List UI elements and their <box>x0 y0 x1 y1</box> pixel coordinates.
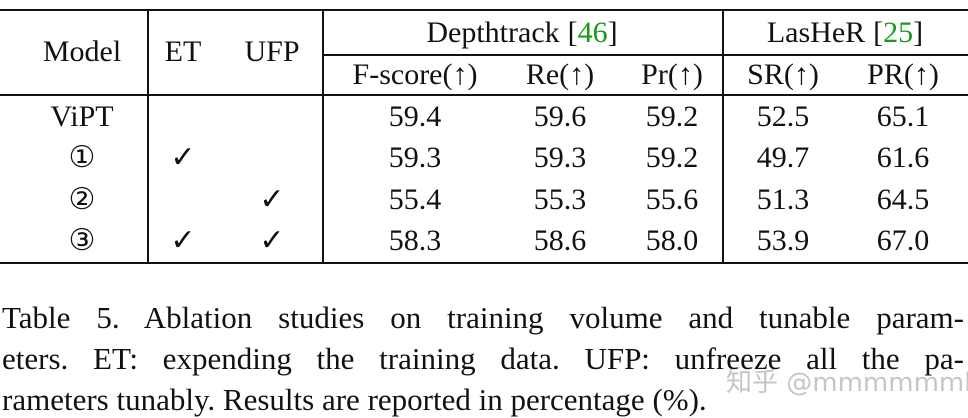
value-cell: 65.1 <box>876 100 930 133</box>
group-name: Depthtrack <box>426 16 560 49</box>
caption-line: Table 5. Ablation studies on training vo… <box>2 300 964 335</box>
group-name: LasHeR <box>766 16 866 49</box>
group-rule <box>322 54 968 56</box>
value-cell: 58.3 <box>388 224 442 257</box>
bracket: [ <box>873 16 884 49</box>
metric-header: Pr(↑) <box>641 58 703 91</box>
metric-header: PR(↑) <box>867 58 939 91</box>
model-name: ViPT <box>50 100 114 133</box>
value-cell: 58.0 <box>645 224 699 257</box>
value-cell: 64.5 <box>876 183 930 216</box>
metric-header: F-score(↑) <box>352 58 478 91</box>
header-cell: ET <box>164 35 202 68</box>
value-cell: 59.6 <box>533 100 587 133</box>
header-cell: Model <box>42 35 122 68</box>
watermark: 知乎 @mmmmmmk <box>726 368 968 398</box>
header-rule <box>0 94 968 96</box>
value-cell: 52.5 <box>756 100 810 133</box>
value-cell: 55.3 <box>533 183 587 216</box>
bracket: ] <box>607 16 618 49</box>
top-rule <box>0 9 968 11</box>
check-mark: ✓ <box>170 224 196 257</box>
check-mark: ✓ <box>259 224 285 257</box>
citation: 46 <box>577 16 608 49</box>
group-header: LasHeR [25] <box>767 18 923 48</box>
bracket: [ <box>567 16 578 49</box>
value-cell: 55.6 <box>645 183 699 216</box>
value-cell: 67.0 <box>876 224 930 257</box>
header-cell: UFP <box>244 35 300 68</box>
model-name: ② <box>68 183 96 216</box>
value-cell: 59.4 <box>388 100 442 133</box>
value-cell: 55.4 <box>388 183 442 216</box>
bracket: ] <box>913 16 924 49</box>
value-cell: 61.6 <box>876 141 930 174</box>
column-rule <box>322 10 324 263</box>
check-mark: ✓ <box>170 141 196 174</box>
model-name: ③ <box>68 224 96 257</box>
value-cell: 53.9 <box>756 224 810 257</box>
column-rule <box>722 10 724 263</box>
citation: 25 <box>883 16 914 49</box>
column-rule <box>147 10 149 263</box>
metric-header: SR(↑) <box>747 58 819 91</box>
value-cell: 49.7 <box>756 141 810 174</box>
value-cell: 51.3 <box>756 183 810 216</box>
value-cell: 59.2 <box>645 141 699 174</box>
check-mark: ✓ <box>259 183 285 216</box>
value-cell: 59.3 <box>388 141 442 174</box>
value-cell: 59.3 <box>533 141 587 174</box>
model-name: ① <box>68 141 96 174</box>
caption-line: eters. ET: expending the training data. … <box>2 341 964 376</box>
value-cell: 59.2 <box>645 100 699 133</box>
metric-header: Re(↑) <box>525 58 595 91</box>
group-header: Depthtrack [46] <box>426 18 617 48</box>
value-cell: 58.6 <box>533 224 587 257</box>
bottom-rule <box>0 262 968 264</box>
caption-line: rameters tunably. Results are reported i… <box>2 382 707 417</box>
